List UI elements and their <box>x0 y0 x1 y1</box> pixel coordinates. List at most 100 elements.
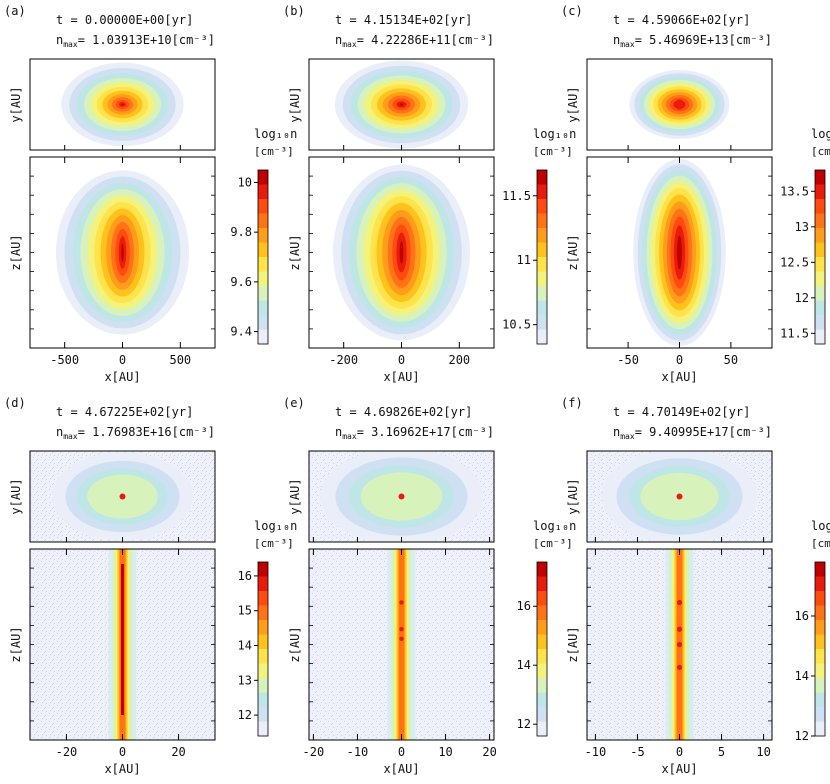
colorbar-frame <box>257 561 269 737</box>
ylabel-xz: z[AU] <box>9 234 23 270</box>
xtick-label: 500 <box>169 353 191 367</box>
colorbar-segment <box>258 315 268 330</box>
colorbar-frame <box>257 169 269 345</box>
colorbar-segment <box>815 257 825 272</box>
time-value: 4.70149E+02 <box>642 405 721 419</box>
colorbar-segment <box>537 562 547 577</box>
cbar-tick-label: 14 <box>238 639 252 653</box>
colorbar-label: log₁₀n <box>533 519 576 533</box>
cbar-tick-label: 12 <box>238 708 252 722</box>
panel-label: (b) <box>283 4 305 18</box>
ylabel-xy: y[AU] <box>9 478 23 514</box>
time-value: 4.67225E+02 <box>85 405 164 419</box>
panel-label: (c) <box>561 4 583 18</box>
panel-svg: (b) t = 4.15134E+02[yr] nmax= 4.22286E+11[… <box>283 4 576 384</box>
colorbar-segment <box>815 649 825 664</box>
nmax-readout: nmax= 9.40995E+17[cm⁻³] <box>613 425 772 441</box>
colorbar-segment <box>258 576 268 592</box>
fragment <box>676 599 683 606</box>
panel-f: (f) t = 4.70149E+02[yr] nmax= 9.40995E+17[… <box>557 392 830 784</box>
ylabel-xz: z[AU] <box>9 626 23 662</box>
xtick-label: 10 <box>438 745 452 759</box>
time-readout: t = 0.00000E+00[yr] <box>56 13 193 27</box>
xz-contour <box>677 235 682 270</box>
xtick-label: 10 <box>756 745 770 759</box>
time-value: 4.59066E+02 <box>642 13 721 27</box>
colorbar-segment <box>537 692 547 708</box>
colorbar-unit: [cm⁻³] <box>254 537 294 550</box>
panel-svg: (e) t = 4.69826E+02[yr] nmax= 3.16962E+17[… <box>283 396 576 776</box>
colorbar-segment <box>258 692 268 708</box>
colorbar-segment <box>258 170 268 185</box>
filament-core <box>121 564 124 715</box>
colorbar-segment <box>258 707 268 722</box>
cbar-tick-label: 12 <box>795 729 809 743</box>
xy-density-map <box>309 451 494 542</box>
cbar-tick-label: 11.5 <box>502 189 531 203</box>
xlabel: x[AU] <box>104 370 140 384</box>
colorbar: 16 15 14 13 12 <box>238 561 269 737</box>
colorbar-segment <box>258 620 268 635</box>
colorbar-segment <box>815 329 825 345</box>
panel-a: (a) t = 0.00000E+00[yr] nmax= 1.03913E+10[… <box>0 0 297 392</box>
colorbar: 16 14 12 <box>517 561 548 737</box>
cbar-tick-label: 14 <box>517 658 531 672</box>
cbar-tick-label: 15 <box>238 604 252 618</box>
colorbar-segment <box>258 286 268 301</box>
colorbar: 11.5 11 10.5 <box>502 169 548 345</box>
colorbar-segment <box>537 286 547 301</box>
colorbar-segment <box>815 591 825 606</box>
xtick-label: -10 <box>347 745 369 759</box>
time-readout: t = 4.70149E+02[yr] <box>613 405 750 419</box>
xtick-label: -5 <box>630 745 644 759</box>
xy-core <box>398 493 405 500</box>
nmax-readout: nmax= 1.03913E+10[cm⁻³] <box>56 33 215 49</box>
colorbar-segment <box>258 184 268 200</box>
colorbar-segment <box>258 213 268 229</box>
colorbar-segment <box>258 257 268 272</box>
colorbar-segment <box>815 678 825 693</box>
colorbar-segment <box>537 634 547 650</box>
xz-density-map <box>587 549 772 740</box>
colorbar: 10 9.8 9.6 9.4 <box>230 169 269 345</box>
panel-label: (d) <box>4 396 26 410</box>
colorbar-segment <box>537 257 547 272</box>
cbar-tick-label: 10.5 <box>502 318 531 332</box>
xy-density-map <box>587 451 772 542</box>
ylabel-xy: y[AU] <box>288 478 302 514</box>
nmax-value: 9.40995E+17 <box>649 425 728 439</box>
xy-core <box>676 493 683 500</box>
panel-svg: (d) t = 4.67225E+02[yr] nmax= 1.76983E+16[… <box>4 396 297 776</box>
cbar-tick-label: 12.5 <box>780 255 809 269</box>
colorbar-segment <box>258 649 268 664</box>
colorbar-segment <box>258 605 268 621</box>
colorbar-segment <box>815 721 825 737</box>
colorbar-segment <box>537 271 547 287</box>
colorbar-segment <box>537 184 547 200</box>
xtick-label: -500 <box>50 353 79 367</box>
colorbar-segment <box>258 678 268 693</box>
panel-label: (f) <box>561 396 583 410</box>
ylabel-xy: y[AU] <box>566 86 580 122</box>
panel-e: (e) t = 4.69826E+02[yr] nmax= 3.16962E+17[… <box>279 392 576 784</box>
colorbar-segment <box>815 315 825 330</box>
xtick-label: 0 <box>398 745 405 759</box>
cbar-tick-label: 16 <box>795 609 809 623</box>
cbar-tick-label: 16 <box>238 569 252 583</box>
xtick-label: -20 <box>303 745 325 759</box>
colorbar-segment <box>815 692 825 708</box>
nmax-readout: nmax= 4.22286E+11[cm⁻³] <box>335 33 494 49</box>
colorbar-segment <box>537 591 547 606</box>
colorbar-label: log₁₀n <box>254 519 297 533</box>
xtick-label: -200 <box>329 353 358 367</box>
panel-b: (b) t = 4.15134E+02[yr] nmax= 4.22286E+11[… <box>279 0 576 392</box>
xtick-label: -20 <box>56 745 78 759</box>
xz-density-map <box>309 157 494 348</box>
fragment <box>399 600 404 605</box>
colorbar-segment <box>537 329 547 345</box>
fragment <box>676 664 683 671</box>
xy-density-map <box>587 59 772 150</box>
xtick-label: 0 <box>676 353 683 367</box>
colorbar-segment <box>258 199 268 214</box>
colorbar-segment <box>815 576 825 592</box>
